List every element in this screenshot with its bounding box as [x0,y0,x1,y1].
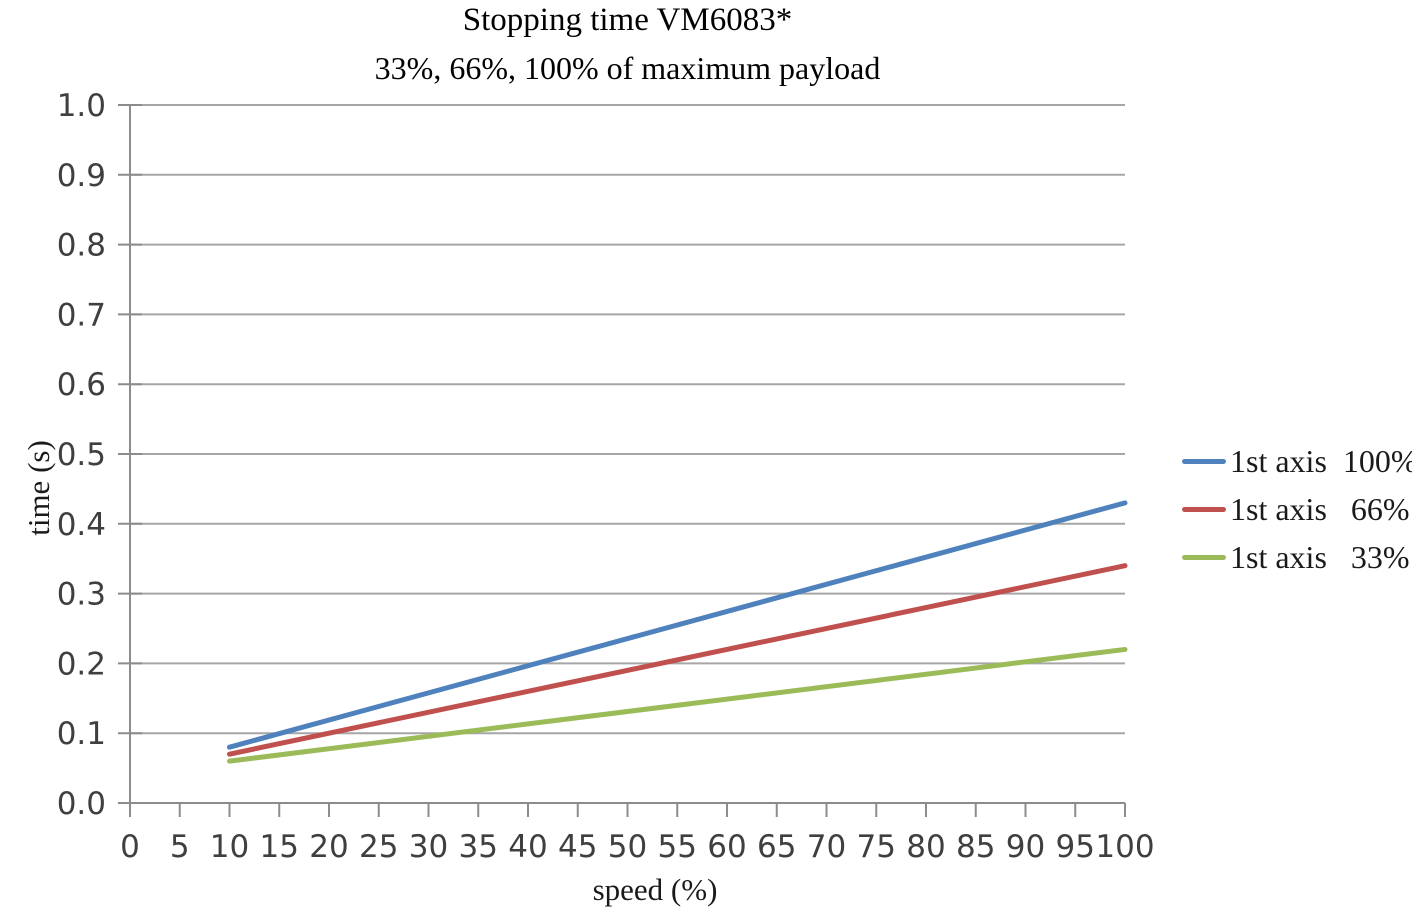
x-tick-label: 45 [558,829,597,865]
legend-line-swatch-red [1182,506,1226,512]
x-tick-label: 90 [1006,829,1045,865]
x-tick-label: 50 [608,829,647,865]
x-tick-label: 65 [757,829,796,865]
x-tick-label: 35 [459,829,498,865]
x-tick-label: 80 [906,829,945,865]
series-line [227,646,1128,764]
y-tick-label: 0.5 [57,437,106,473]
x-tick-label: 30 [409,829,448,865]
x-tick-label: 40 [508,829,547,865]
legend-item-66: 1st axis 66% [1182,485,1412,533]
x-tick-label: 10 [210,829,249,865]
y-tick-label: 0.9 [57,158,106,194]
x-tick-label: 15 [260,829,299,865]
chart-subtitle: 33%, 66%, 100% of maximum payload [374,50,881,86]
legend: 1st axis 100% 1st axis 66% 1st axis 33% [1182,437,1412,581]
y-tick-label: 0.1 [57,716,106,752]
legend-line-swatch-green [1182,554,1226,560]
x-tick-label: 100 [1095,829,1154,865]
legend-label: 1st axis 100% [1230,443,1412,479]
x-tick-label: 55 [658,829,697,865]
x-tick-label: 0 [120,829,140,865]
y-tick-label: 0.4 [57,507,106,543]
x-tick-label: 70 [807,829,846,865]
y-tick-label: 0.8 [57,228,106,264]
y-tick-label: 0.3 [57,577,106,613]
y-tick-label: 0.2 [57,646,106,682]
y-tick-label: 0.0 [57,786,106,822]
x-tick-label: 5 [170,829,190,865]
x-axis-title: speed (%) [592,872,718,907]
legend-label: 1st axis 33% [1230,539,1410,575]
series-line [227,563,1128,757]
x-tick-label: 95 [1056,829,1095,865]
legend-item-33: 1st axis 33% [1182,533,1412,581]
legend-line-swatch-blue [1182,458,1226,464]
y-tick-label: 0.6 [57,367,106,403]
y-axis-title: time (s) [21,440,56,536]
x-tick-label: 20 [309,829,348,865]
series-line [227,500,1128,750]
y-tick-label: 0.7 [57,297,106,333]
y-tick-label: 1.0 [57,88,106,124]
x-tick-label: 85 [956,829,995,865]
legend-item-100: 1st axis 100% [1182,437,1412,485]
x-tick-label: 60 [707,829,746,865]
legend-label: 1st axis 66% [1230,491,1410,527]
chart-title: Stopping time VM6083* [462,2,793,38]
x-tick-label: 25 [359,829,398,865]
x-tick-label: 75 [857,829,896,865]
